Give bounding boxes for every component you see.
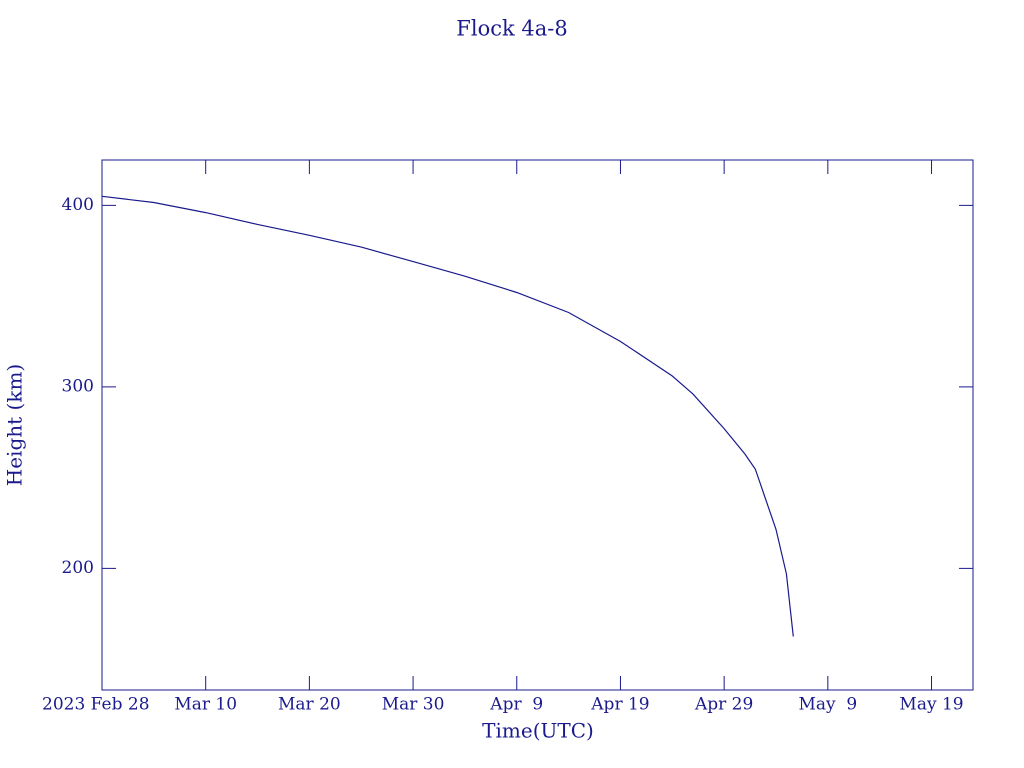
x-tick-label: May 19 — [899, 695, 963, 715]
x-tick-label: Apr 9 — [489, 695, 543, 715]
x-tick-label: Mar 20 — [278, 695, 341, 715]
y-tick-label: 300 — [62, 376, 94, 396]
x-tick-label: Apr 29 — [694, 695, 753, 715]
x-tick-label: 2023 Feb 28 — [42, 695, 150, 715]
x-tick-label: Apr 19 — [590, 695, 649, 715]
chart-title: Flock 4a-8 — [456, 17, 567, 41]
y-tick-label: 400 — [62, 195, 94, 215]
height-line — [101, 195, 794, 637]
plot-frame — [101, 159, 974, 691]
x-tick-label: Mar 10 — [174, 695, 237, 715]
x-axis-label: Time(UTC) — [482, 719, 594, 743]
x-tick-label: Mar 30 — [382, 695, 445, 715]
x-tick-label: May 9 — [798, 695, 857, 715]
y-axis-label: Height (km) — [3, 364, 27, 486]
y-tick-label: 200 — [62, 558, 94, 578]
